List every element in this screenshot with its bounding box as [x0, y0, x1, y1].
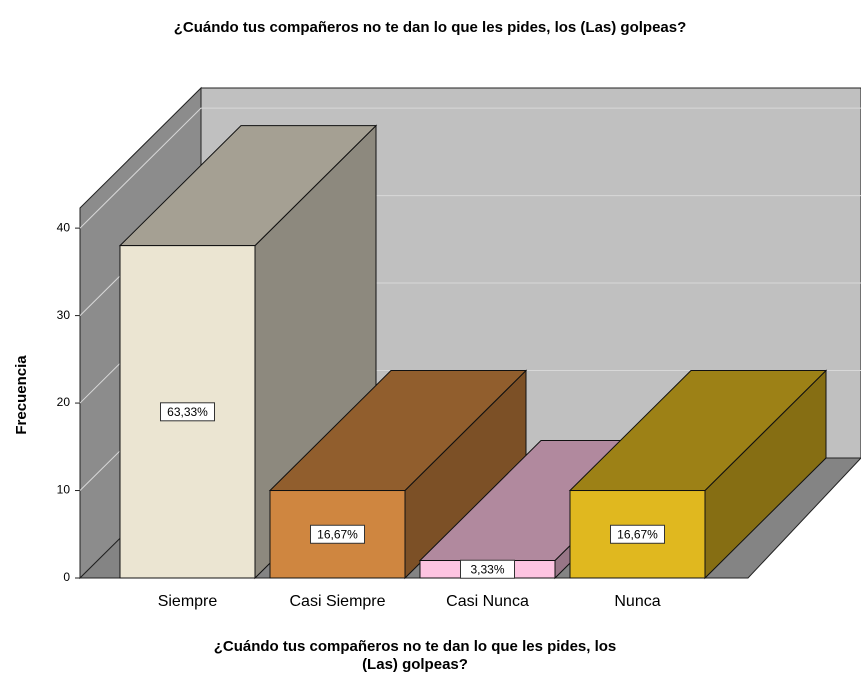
y-tick-label: 40 — [57, 220, 71, 234]
value-label: 3,33% — [470, 562, 504, 576]
value-label-box — [160, 402, 215, 422]
value-label: 63,33% — [167, 405, 208, 419]
chart-title: ¿Cuándo tus compañeros no te dan lo que … — [174, 19, 687, 36]
x-axis-label: (Las) golpeas? — [362, 656, 468, 673]
bar — [268, 369, 528, 580]
value-label-box — [460, 559, 515, 579]
y-axis-label: Frecuencia — [13, 355, 30, 435]
value-label-box — [310, 524, 365, 544]
bar — [568, 369, 828, 580]
grid-line — [79, 107, 861, 229]
x-tick-label: Siempre — [158, 593, 218, 610]
value-label: 16,67% — [317, 527, 358, 541]
x-tick-label: Nunca — [614, 593, 660, 610]
x-tick-label: Casi Siempre — [289, 593, 385, 610]
y-tick-label: 0 — [63, 570, 70, 584]
y-tick-label: 20 — [57, 395, 71, 409]
y-tick-label: 10 — [57, 483, 71, 497]
y-tick-label: 30 — [57, 308, 71, 322]
x-tick-label: Casi Nunca — [446, 593, 529, 610]
value-label: 16,67% — [617, 527, 658, 541]
value-label-box — [610, 524, 665, 544]
x-axis-label: ¿Cuándo tus compañeros no te dan lo que … — [214, 638, 617, 655]
